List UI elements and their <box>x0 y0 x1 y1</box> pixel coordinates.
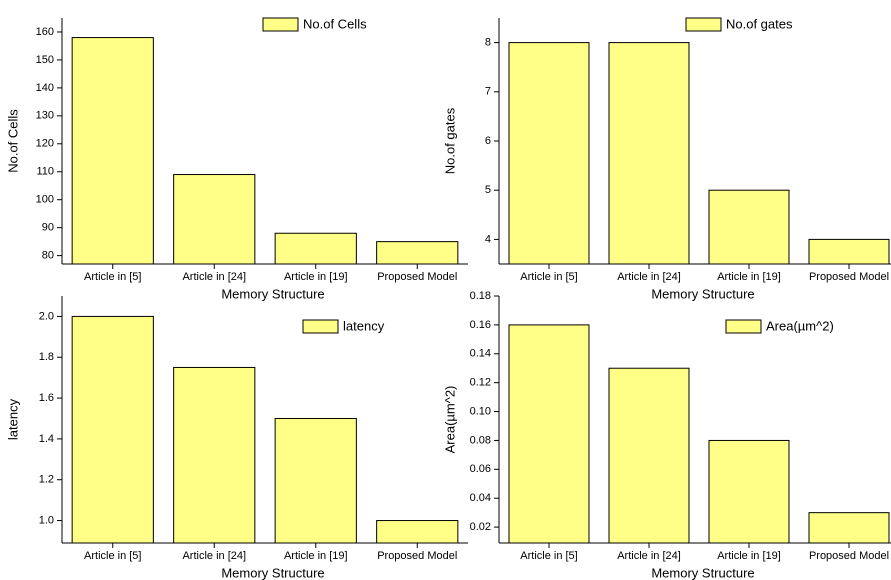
x-tick-label: Article in [5] <box>84 550 141 562</box>
y-tick-label: 0.16 <box>470 319 491 331</box>
x-tick-label: Proposed Model <box>377 271 457 283</box>
y-tick-label: 1.4 <box>39 433 54 445</box>
x-tick-label: Article in [24] <box>617 271 681 283</box>
y-tick-label: 80 <box>42 250 54 262</box>
bar <box>173 366 256 544</box>
legend-label: No.of gates <box>726 16 793 31</box>
bar <box>173 174 256 265</box>
y-tick-label: 7 <box>485 86 491 98</box>
y-axis-title: No.of gates <box>442 107 457 174</box>
legend-label: latency <box>343 318 385 333</box>
legend-swatch <box>725 319 762 334</box>
y-tick-label: 5 <box>485 184 491 196</box>
y-axis-title: latency <box>5 398 20 440</box>
y-tick-label: 8 <box>485 37 491 49</box>
legend-label: Area(µm^2) <box>766 318 834 333</box>
y-tick-label: 0.08 <box>470 434 491 446</box>
bar <box>274 417 357 544</box>
x-tick-label: Article in [19] <box>717 271 781 283</box>
x-tick-label: Article in [19] <box>717 550 781 562</box>
x-axis-title: Memory Structure <box>651 565 754 580</box>
x-axis-title: Memory Structure <box>221 565 324 580</box>
x-tick-label: Article in [5] <box>520 271 577 283</box>
bar <box>376 241 459 265</box>
y-tick-label: 0.06 <box>470 463 491 475</box>
x-tick-label: Article in [19] <box>284 550 348 562</box>
y-tick-label: 1.2 <box>39 474 54 486</box>
legend-label: No.of Cells <box>303 16 367 31</box>
legend-swatch <box>262 17 299 32</box>
y-tick-label: 0.18 <box>470 290 491 302</box>
y-tick-label: 150 <box>36 54 54 66</box>
x-tick-label: Article in [24] <box>182 271 246 283</box>
y-tick-label: 0.04 <box>470 492 491 504</box>
x-axis-title: Memory Structure <box>221 286 324 301</box>
y-tick-label: 0.02 <box>470 521 491 533</box>
bar <box>708 189 790 265</box>
bar <box>808 512 890 544</box>
bar <box>608 42 690 265</box>
y-tick-label: 160 <box>36 26 54 38</box>
y-tick-label: 90 <box>42 222 54 234</box>
y-tick-label: 2.0 <box>39 310 54 322</box>
x-tick-label: Article in [24] <box>182 550 246 562</box>
y-tick-label: 0.12 <box>470 377 491 389</box>
legend-swatch <box>302 319 339 334</box>
bar <box>274 232 357 265</box>
y-tick-label: 1.6 <box>39 392 54 404</box>
y-tick-label: 140 <box>36 82 54 94</box>
y-tick-label: 130 <box>36 110 54 122</box>
x-tick-label: Article in [19] <box>284 271 348 283</box>
y-tick-label: 6 <box>485 135 491 147</box>
bar <box>508 324 590 544</box>
x-tick-label: Article in [5] <box>520 550 577 562</box>
y-tick-label: 100 <box>36 194 54 206</box>
bar <box>508 42 590 265</box>
legend-swatch <box>685 17 722 32</box>
y-axis-title: No.of Cells <box>5 109 20 173</box>
x-tick-label: Article in [5] <box>84 271 141 283</box>
y-tick-label: 110 <box>36 166 54 178</box>
y-tick-label: 1.0 <box>39 514 54 526</box>
y-tick-label: 1.8 <box>39 351 54 363</box>
bar <box>808 238 890 265</box>
x-tick-label: Article in [24] <box>617 550 681 562</box>
bar <box>608 367 690 544</box>
bar <box>71 315 154 544</box>
y-tick-label: 0.10 <box>470 405 491 417</box>
y-tick-label: 120 <box>36 138 54 150</box>
bar <box>376 520 459 544</box>
x-axis-title: Memory Structure <box>651 286 754 301</box>
y-axis-title: Area(µm^2) <box>442 386 457 454</box>
x-tick-label: Proposed Model <box>809 271 889 283</box>
x-tick-label: Proposed Model <box>809 550 889 562</box>
bar <box>708 439 790 544</box>
y-tick-label: 4 <box>485 233 491 245</box>
y-tick-label: 0.14 <box>470 348 491 360</box>
bar <box>71 37 154 265</box>
x-tick-label: Proposed Model <box>377 550 457 562</box>
